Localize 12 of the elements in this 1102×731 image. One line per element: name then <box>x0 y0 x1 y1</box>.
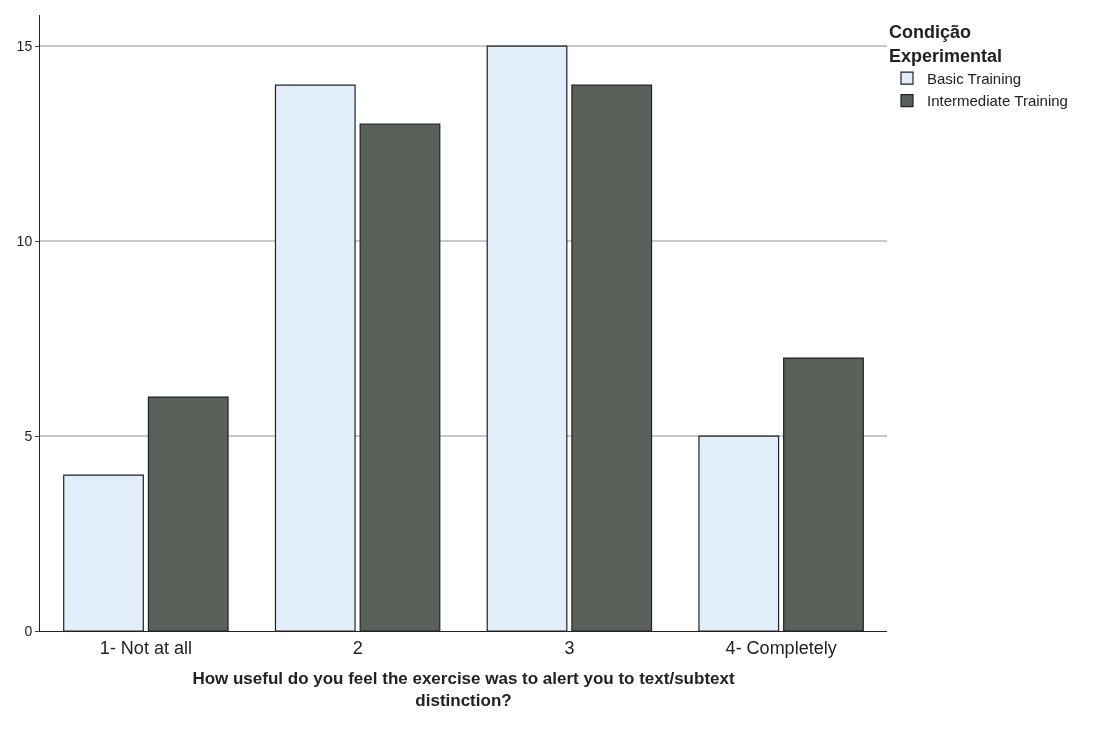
y-tick-label: 15 <box>16 38 33 55</box>
y-tick-label: 5 <box>24 427 33 444</box>
legend-label: Basic Training <box>927 69 1022 87</box>
x-tick-label: 4- Completely <box>725 637 837 658</box>
legend-label: Intermediate Training <box>927 92 1068 110</box>
y-tick-label: 10 <box>16 233 33 250</box>
x-tick-label: 3 <box>564 637 575 658</box>
legend-title: Condição Experimental <box>889 22 1003 66</box>
x-tick-label: 1- Not at all <box>99 637 192 658</box>
x-tick-label: 2 <box>352 637 363 658</box>
y-tick-label: 0 <box>24 622 33 639</box>
x-axis-title: How useful do you feel the exercise was to alert you to text/subtext distinction? <box>192 669 735 711</box>
